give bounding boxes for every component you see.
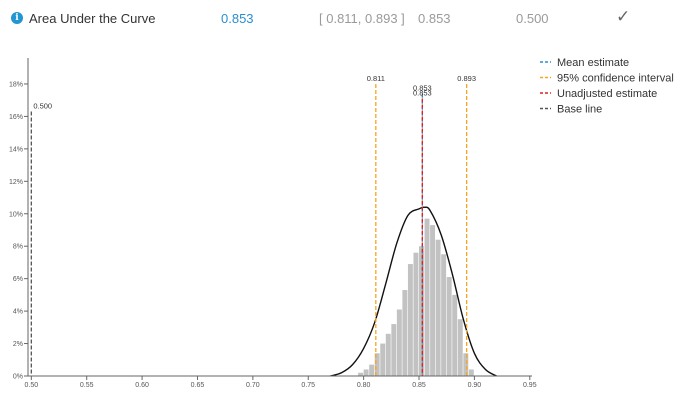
x-tick-label: 0.60: [135, 382, 149, 389]
histogram-bar: [457, 319, 463, 376]
y-tick-label: 0%: [13, 374, 23, 381]
y-tick-label: 18%: [9, 81, 23, 88]
histogram-bar: [441, 254, 447, 376]
x-tick-label: 0.55: [80, 382, 94, 389]
histogram-bar: [413, 252, 419, 376]
x-tick-label: 0.50: [25, 382, 39, 389]
x-tick-label: 0.75: [301, 382, 315, 389]
auc-distribution-chart: 0.853 0.811 0.893 0.853 0.500 0% 2% 4% 6% 8% 10% 12…: [9, 57, 674, 389]
legend-entry: 95% confidence interval: [557, 73, 674, 85]
histogram-bar: [430, 225, 436, 376]
y-tick-label: 16%: [9, 114, 23, 121]
histogram-bar: [380, 343, 386, 376]
x-tick-label: 0.65: [191, 382, 205, 389]
x-tick-label: 0.70: [246, 382, 260, 389]
metric-unadjusted-value: 0.853: [418, 11, 451, 26]
histogram-bar: [374, 353, 380, 376]
metric-value: 0.853: [221, 11, 254, 26]
histogram-bar: [452, 294, 458, 376]
x-tick-label: 0.90: [468, 382, 482, 389]
histogram-bar: [424, 218, 430, 376]
histogram-bar: [402, 290, 408, 376]
x-tick-label: 0.80: [357, 382, 371, 389]
checkmark-icon: ✓: [616, 7, 631, 27]
histogram-bar: [463, 353, 469, 376]
x-tick-label: 0.95: [523, 382, 537, 389]
y-tick-label: 12%: [9, 179, 23, 186]
reference-line-label: 0.853: [413, 84, 432, 93]
histogram-bar: [446, 277, 452, 376]
reference-line-label: 0.500: [33, 102, 52, 111]
legend-entry: Base line: [557, 104, 602, 116]
reference-line-label: 0.893: [457, 74, 476, 83]
histogram-bar: [396, 309, 402, 376]
histogram-bar: [391, 324, 397, 376]
y-tick-label: 10%: [9, 211, 23, 218]
reference-line-label: 0.811: [367, 74, 385, 83]
histogram-bar: [419, 246, 424, 376]
histogram-bar: [358, 372, 364, 376]
legend-entry: Mean estimate: [557, 57, 629, 69]
histogram-bar: [363, 369, 369, 376]
metric-row: i Area Under the Curve 0.853 [ 0.811, 0.…: [0, 0, 686, 38]
histogram-bar: [435, 239, 441, 376]
histogram-bar: [468, 369, 474, 376]
y-tick-label: 2%: [13, 341, 23, 348]
histogram-bar: [407, 264, 413, 376]
y-tick-label: 4%: [13, 309, 23, 316]
reference-line-label: 0.853: [413, 89, 432, 98]
y-tick-label: 8%: [13, 244, 23, 251]
legend-entry: Unadjusted estimate: [557, 88, 657, 100]
metric-confidence-interval: [ 0.811, 0.893 ]: [319, 11, 405, 26]
info-icon[interactable]: i: [11, 12, 23, 24]
histogram-bar: [369, 364, 375, 376]
metric-name: Area Under the Curve: [29, 11, 156, 26]
histogram-bar: [385, 333, 391, 376]
metric-baseline-value: 0.500: [516, 11, 549, 26]
x-tick-label: 0.85: [412, 382, 426, 389]
y-tick-label: 14%: [9, 146, 23, 153]
y-tick-label: 6%: [13, 276, 23, 283]
